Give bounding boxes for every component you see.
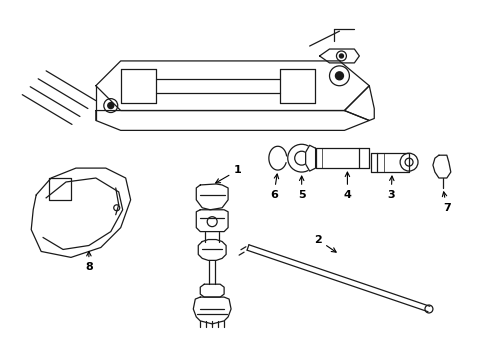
Polygon shape bbox=[319, 49, 359, 63]
Polygon shape bbox=[193, 297, 231, 324]
Polygon shape bbox=[96, 111, 368, 130]
Polygon shape bbox=[198, 239, 225, 260]
Text: 6: 6 bbox=[269, 174, 278, 200]
Circle shape bbox=[339, 54, 343, 58]
Polygon shape bbox=[200, 284, 224, 297]
Polygon shape bbox=[96, 61, 368, 111]
Polygon shape bbox=[305, 145, 315, 171]
Polygon shape bbox=[196, 184, 227, 210]
Circle shape bbox=[107, 103, 114, 109]
Text: 1: 1 bbox=[215, 165, 242, 183]
Text: 8: 8 bbox=[85, 252, 93, 272]
Circle shape bbox=[335, 72, 343, 80]
Text: 4: 4 bbox=[343, 172, 351, 200]
Polygon shape bbox=[376, 153, 408, 172]
Text: 5: 5 bbox=[297, 176, 305, 200]
Polygon shape bbox=[31, 168, 130, 257]
Polygon shape bbox=[344, 86, 373, 121]
Text: 3: 3 bbox=[386, 176, 394, 200]
Polygon shape bbox=[196, 210, 227, 231]
Text: 7: 7 bbox=[442, 192, 450, 213]
Polygon shape bbox=[315, 148, 359, 168]
Text: 2: 2 bbox=[313, 234, 335, 252]
Polygon shape bbox=[432, 155, 450, 178]
